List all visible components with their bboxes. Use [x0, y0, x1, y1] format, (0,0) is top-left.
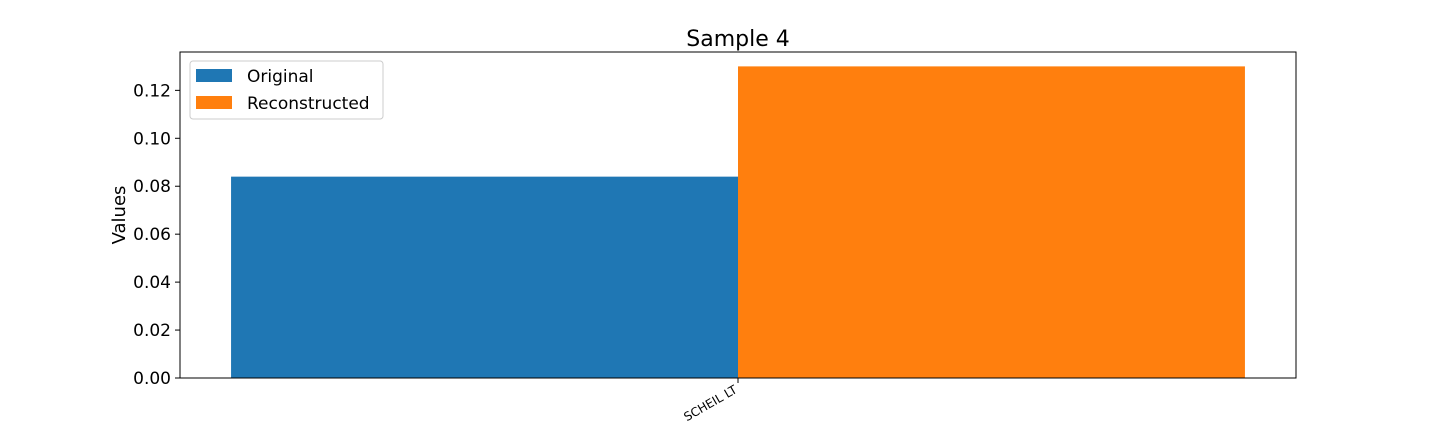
- legend-label-reconstructed: Reconstructed: [247, 94, 370, 114]
- legend-label-original: Original: [247, 67, 314, 87]
- plot-frame: [179, 51, 1297, 379]
- x-axis-ticks: SCHEIL LT: [681, 378, 740, 424]
- y-tick-label: 0.06: [133, 225, 171, 245]
- y-tick-label: 0.02: [133, 321, 171, 341]
- legend-box: [189, 60, 384, 120]
- y-tick-label: 0.04: [133, 273, 171, 293]
- legend: Original Reconstructed: [189, 60, 384, 120]
- bars-group: [231, 66, 1245, 378]
- y-tick-label: 0.10: [133, 129, 171, 149]
- x-tick-label: SCHEIL LT: [681, 382, 740, 424]
- y-tick-label: 0.08: [133, 177, 171, 197]
- bar-original-0: [231, 176, 738, 378]
- bar-reconstructed-0: [738, 66, 1245, 378]
- chart-title: Sample 4: [686, 27, 789, 52]
- legend-swatch-reconstructed: [196, 96, 232, 109]
- y-tick-label: 0.00: [133, 369, 171, 389]
- y-axis-ticks: 0.00 0.02 0.04 0.06 0.08 0.10 0.12: [133, 81, 180, 389]
- y-tick-label: 0.12: [133, 81, 171, 101]
- legend-swatch-original: [196, 69, 232, 82]
- y-axis-label: Values: [109, 186, 130, 245]
